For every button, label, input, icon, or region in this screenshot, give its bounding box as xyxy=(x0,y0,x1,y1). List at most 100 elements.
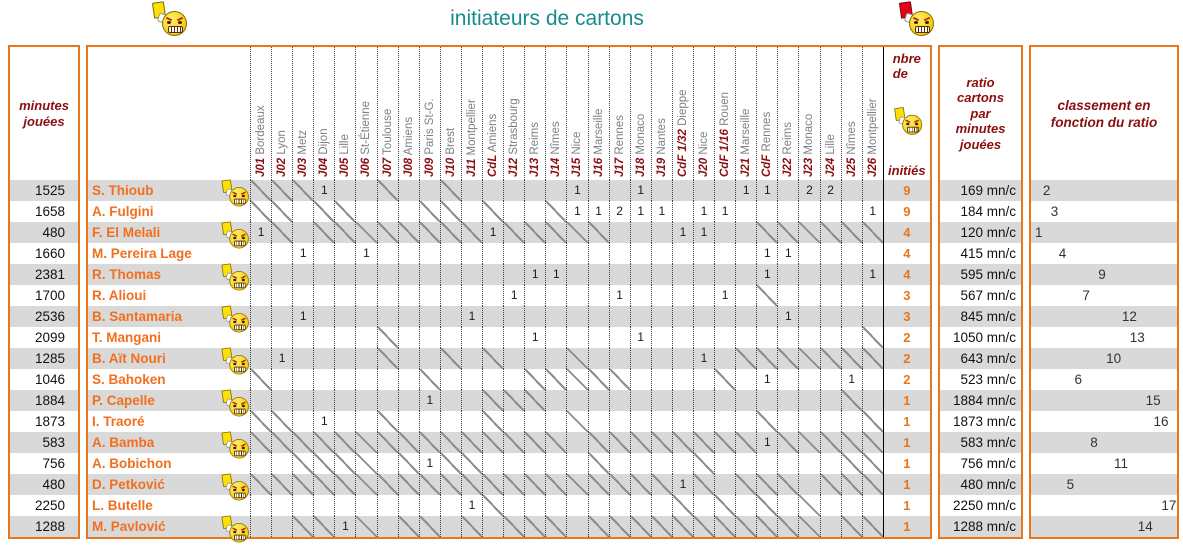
card-cell xyxy=(524,243,545,264)
player-name: R. Thomas xyxy=(88,263,250,291)
card-cell xyxy=(292,495,313,516)
card-cell xyxy=(524,201,545,222)
card-cell: 1 xyxy=(566,201,587,222)
match-code: J04 xyxy=(318,157,331,177)
card-cell xyxy=(355,306,376,327)
card-cell xyxy=(777,222,799,243)
classement-value: 9 xyxy=(1031,264,1177,285)
match-column-header: J26 Montpellier xyxy=(861,47,883,180)
nbre-header-line2: de xyxy=(892,66,908,81)
card-cell xyxy=(798,348,820,369)
card-cell: 1 xyxy=(503,285,524,306)
player-name: B. Santamaria xyxy=(88,305,250,333)
match-code: J18 xyxy=(634,157,647,177)
match-code: J10 xyxy=(444,157,457,177)
card-cell xyxy=(460,411,482,432)
card-cell xyxy=(566,222,588,243)
card-cell xyxy=(840,201,862,222)
card-cell xyxy=(777,285,798,306)
nbre-inities-value: 2 xyxy=(882,348,930,369)
card-cell xyxy=(692,264,714,285)
card-cell xyxy=(798,390,819,411)
table-area: minutes jouées 1525 1658 480 1660 2381 1700 25… xyxy=(8,45,1179,543)
card-cell xyxy=(735,432,757,453)
match-team: Rennes xyxy=(761,111,774,155)
match-column-header: J23 Monaco xyxy=(798,47,819,180)
card-cell xyxy=(397,348,419,369)
angry-smiley-face-icon xyxy=(909,11,934,36)
card-cell xyxy=(397,327,419,348)
card-cell xyxy=(355,516,377,537)
match-code: J24 xyxy=(824,157,837,177)
card-cell: 1 xyxy=(524,327,545,348)
card-cell xyxy=(545,411,566,432)
card-cell xyxy=(376,243,398,264)
card-cell xyxy=(756,327,777,348)
card-cell xyxy=(735,201,756,222)
card-cell xyxy=(460,348,482,369)
card-cell xyxy=(861,453,883,474)
player-row: M. Pereira Lage 1 1 1 1 4 xyxy=(88,243,930,264)
card-cell xyxy=(671,264,693,285)
card-cell xyxy=(608,348,630,369)
card-cell xyxy=(334,327,355,348)
nbre-inities-value: 1 xyxy=(882,390,930,411)
match-column-header: J21 Marseille xyxy=(735,47,756,180)
card-cell xyxy=(250,369,272,390)
card-cell xyxy=(292,453,314,474)
card-cell xyxy=(482,327,503,348)
cards-grid: J01 Bordeaux J02 Lyon J03 Metz J04 Dijon J05… xyxy=(86,45,932,543)
card-cell xyxy=(629,264,651,285)
card-cell xyxy=(608,306,630,327)
card-cell xyxy=(566,390,587,411)
card-cell xyxy=(334,243,355,264)
card-cell xyxy=(355,327,376,348)
card-cell: 1 xyxy=(714,201,735,222)
ratio-value: 756 mn/c xyxy=(960,456,1016,471)
card-cell xyxy=(439,495,461,516)
card-cell xyxy=(861,285,883,306)
minutes-value: 480 xyxy=(10,474,78,495)
card-cell: 1 xyxy=(313,411,334,432)
ratio-value: 643 mn/c xyxy=(940,348,1021,369)
minutes-value: 1873 xyxy=(34,414,65,429)
card-cell xyxy=(460,390,482,411)
classement-value: 10 xyxy=(1031,348,1177,369)
card-cell xyxy=(566,495,587,516)
card-cell xyxy=(566,285,587,306)
player-row: A. Bamba 1 1 xyxy=(88,431,930,459)
match-column-label: J10 Brest xyxy=(445,128,458,177)
match-column-header: J08 Amiens xyxy=(397,47,419,180)
card-cell xyxy=(798,432,820,453)
card-cell xyxy=(439,306,461,327)
classement-value: 3 xyxy=(1050,204,1059,219)
card-cell xyxy=(671,327,693,348)
ratio-value: 845 mn/c xyxy=(940,306,1021,327)
card-cell xyxy=(756,411,778,432)
ratio-value: 120 mn/c xyxy=(940,222,1021,243)
card-cell xyxy=(250,516,271,537)
card-cell xyxy=(503,180,524,201)
player-row: R. Alioui 1 1 1 3 xyxy=(88,285,930,306)
card-cell xyxy=(735,327,756,348)
card-cell xyxy=(271,474,293,495)
card-cell xyxy=(482,369,503,390)
ratio-value: 1050 mn/c xyxy=(952,330,1016,345)
ratio-value: 184 mn/c xyxy=(960,204,1016,219)
match-code: CdF 1/32 xyxy=(676,129,689,177)
card-cell xyxy=(482,495,504,516)
match-column-header: J24 Lille xyxy=(819,47,841,180)
player-name: F. El Melali xyxy=(88,221,250,249)
classement-value: 12 xyxy=(1031,306,1177,327)
card-cell xyxy=(250,180,272,201)
card-cell xyxy=(692,390,714,411)
minutes-value: 2099 xyxy=(34,330,65,345)
card-cell xyxy=(355,180,376,201)
card-cell xyxy=(460,264,482,285)
card-cell xyxy=(376,453,398,474)
ratio-value: 169 mn/c xyxy=(940,180,1021,201)
match-column-label: J08 Amiens xyxy=(403,117,416,177)
minutes-header-line2: jouées xyxy=(23,113,65,129)
card-cell xyxy=(861,222,883,243)
card-cell xyxy=(756,495,778,516)
